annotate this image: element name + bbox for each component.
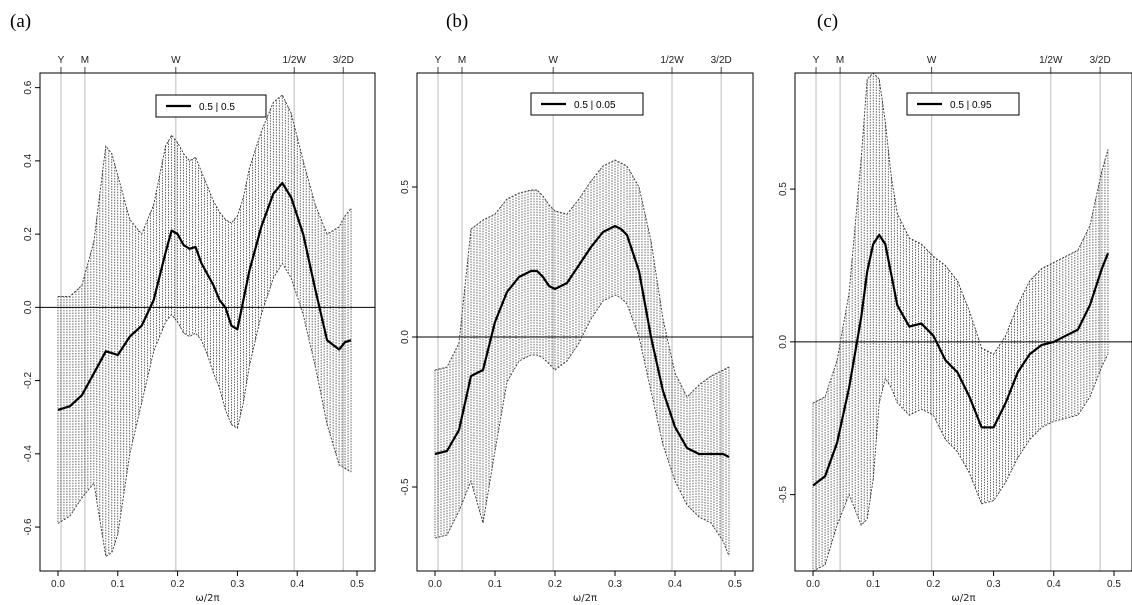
y-tick-label: 0.5 (400, 180, 411, 194)
top-tick-label: 3/2D (1090, 55, 1111, 66)
x-tick-label: 0.4 (290, 579, 304, 590)
top-tick-label: Y (435, 55, 442, 66)
y-tick-label: 0.6 (23, 80, 34, 94)
y-tick-label: 0.5 (778, 182, 789, 196)
panel-label: (b) (446, 11, 468, 32)
x-tick-label: 0.1 (866, 579, 880, 590)
panel-label: (a) (10, 11, 31, 32)
top-tick-label: W (171, 55, 181, 66)
x-tick-label: 0.3 (608, 579, 622, 590)
top-tick-label: 1/2W (283, 55, 307, 66)
x-tick-label: 0.2 (926, 579, 940, 590)
legend-box (155, 94, 267, 118)
median-line (57, 181, 352, 411)
top-tick-label: 3/2D (333, 55, 354, 66)
upper-band-line (812, 72, 1109, 404)
legend-box (906, 92, 1020, 116)
top-tick-label: 3/2D (711, 55, 732, 66)
x-tick-label: 0.1 (488, 579, 502, 590)
top-tick-label: W (548, 55, 558, 66)
legend-box (530, 92, 644, 116)
panel-a: (a) Y M W 1/2W 3/2D 0.0 0.1 0.2 0.3 0.4 0.5 ω/2π -0.6… (10, 11, 376, 604)
top-tick-label: M (458, 55, 466, 66)
top-tick-label: M (81, 55, 89, 66)
upper-band-line (58, 94, 352, 297)
top-tick-label: W (927, 55, 937, 66)
legend-label: 0.5 | 0.05 (574, 100, 616, 111)
y-tick-label: -0.5 (778, 486, 789, 504)
x-axis-label: ω/2π (573, 593, 597, 604)
x-tick-label: 0.0 (51, 579, 65, 590)
top-tick-label: M (836, 55, 844, 66)
plot-frame (39, 72, 376, 572)
x-tick-label: 0.0 (806, 579, 820, 590)
median-line (434, 224, 730, 458)
x-tick-label: 0.5 (350, 579, 364, 590)
lower-band-line (434, 294, 730, 557)
x-tick-label: 0.0 (428, 579, 442, 590)
y-tick-label: -0.2 (23, 372, 34, 390)
y-tick-label: -0.5 (400, 478, 411, 496)
y-tick-label: 0.0 (778, 334, 789, 348)
y-tick-label: 0.0 (23, 300, 34, 314)
x-tick-label: 0.5 (728, 579, 742, 590)
y-tick-label: 0.0 (400, 330, 411, 344)
panel-b: (b) Y M W 1/2W 3/2D 0.0 0.1 0.2 0.3 0.4 0.5 ω/2π -0.5… (400, 11, 754, 604)
legend-label: 0.5 | 0.5 (199, 102, 235, 113)
lower-band-line (812, 353, 1109, 572)
top-tick-label: 1/2W (660, 55, 684, 66)
panel-c: (c) Y M W 1/2W 3/2D 0.0 0.1 0.2 0.3 0.4 0.5 ω/2π -0.5… (778, 11, 1132, 604)
x-axis-label: ω/2π (951, 593, 975, 604)
top-tick-label: Y (58, 55, 65, 66)
median-line (812, 233, 1110, 487)
panel-label: (c) (817, 11, 838, 32)
x-tick-label: 0.2 (171, 579, 185, 590)
x-tick-label: 0.5 (1107, 579, 1121, 590)
x-tick-label: 0.4 (668, 579, 682, 590)
x-tick-label: 0.4 (1047, 579, 1061, 590)
y-tick-label: 0.2 (23, 227, 34, 241)
x-tick-label: 0.3 (230, 579, 244, 590)
x-tick-label: 0.3 (987, 579, 1001, 590)
x-tick-label: 0.1 (111, 579, 125, 590)
x-axis-label: ω/2π (195, 593, 219, 604)
upper-band-line (434, 159, 730, 398)
lower-band-line (57, 262, 352, 558)
plot-frame (794, 72, 1132, 572)
top-tick-label: Y (813, 55, 820, 66)
plot-frame (416, 72, 754, 572)
y-tick-label: -0.6 (23, 518, 34, 536)
legend-label: 0.5 | 0.95 (950, 100, 992, 111)
top-tick-label: 1/2W (1039, 55, 1063, 66)
y-tick-label: 0.4 (23, 153, 34, 167)
x-tick-label: 0.2 (548, 579, 562, 590)
y-tick-label: -0.4 (23, 445, 34, 463)
